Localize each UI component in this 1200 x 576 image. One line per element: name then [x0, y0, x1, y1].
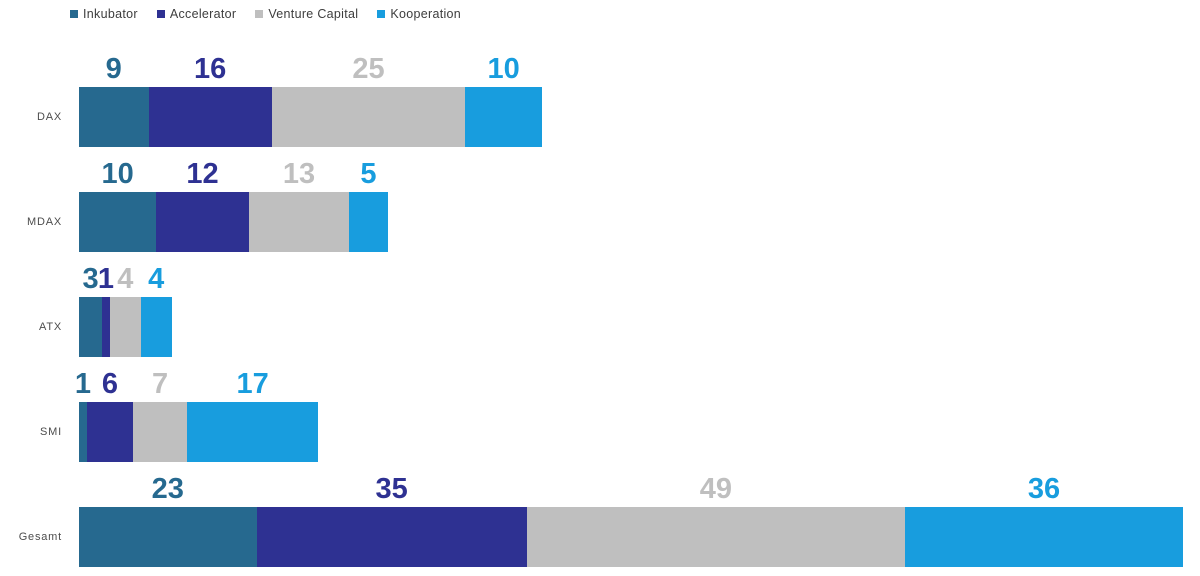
- data-labels-strip: 9 16 25 10: [0, 53, 1200, 87]
- data-label-accelerator: 12: [186, 158, 219, 190]
- data-labels-strip: 1 6 7 17: [0, 368, 1200, 402]
- bar-segment-accelerator: [256, 507, 527, 567]
- bar-segment-venture-capital: [109, 297, 141, 357]
- category-label: ATX: [39, 321, 62, 333]
- stacked-bar: [79, 87, 543, 147]
- data-label-venture-capital: 25: [352, 53, 385, 85]
- legend-swatch-icon: [255, 10, 264, 18]
- stacked-bar: [79, 402, 319, 462]
- category-label: DAX: [36, 111, 62, 123]
- chart-row-dax: DAX 9 16 25 10: [0, 53, 1200, 158]
- stacked-bar: [79, 192, 388, 252]
- bar-segment-kooperation: [186, 402, 319, 462]
- data-labels-strip: 23 35 49 36: [0, 473, 1200, 507]
- data-label-venture-capital: 7: [152, 368, 169, 400]
- legend-item-accelerator: Accelerator: [156, 7, 237, 21]
- category-label: Gesamt: [18, 531, 62, 543]
- category-label: MDAX: [27, 216, 62, 228]
- bar-segment-venture-capital: [248, 192, 350, 252]
- data-label-kooperation: 5: [360, 158, 377, 190]
- data-label-kooperation: 10: [487, 53, 520, 85]
- legend-swatch-icon: [377, 10, 386, 18]
- data-label-kooperation: 36: [1027, 473, 1061, 505]
- data-label-inkubator: 9: [105, 53, 122, 85]
- bar-segment-kooperation: [465, 87, 543, 147]
- data-label-accelerator: 1: [97, 263, 115, 295]
- chart-row-smi: SMI 1 6 7 17: [0, 368, 1200, 473]
- bar-segment-venture-capital: [526, 507, 906, 567]
- bar-segment-inkubator: [79, 192, 157, 252]
- bar-segment-accelerator: [156, 192, 249, 252]
- stacked-bar: [79, 507, 1183, 567]
- data-label-inkubator: 10: [101, 158, 134, 190]
- data-label-inkubator: 1: [74, 368, 91, 400]
- data-label-kooperation: 4: [148, 263, 165, 295]
- category-label: SMI: [40, 426, 62, 438]
- bar-segment-accelerator: [102, 297, 110, 357]
- legend-swatch-icon: [70, 10, 78, 18]
- chart-legend: Inkubator Accelerator Venture Capital Koope…: [70, 7, 461, 21]
- bar-segment-kooperation: [905, 507, 1183, 567]
- chart-row-gesamt: Gesamt 23 35 49 36: [0, 473, 1200, 576]
- bar-segment-inkubator: [79, 297, 103, 357]
- data-labels-strip: 10 12 13 5: [0, 158, 1200, 192]
- legend-item-inkubator: Inkubator: [70, 7, 138, 21]
- data-label-inkubator: 23: [151, 473, 184, 505]
- data-label-venture-capital: 4: [117, 263, 134, 295]
- legend-label: Inkubator: [83, 7, 138, 21]
- bar-segment-accelerator: [86, 402, 133, 462]
- legend-label: Accelerator: [169, 7, 237, 21]
- legend-label: Kooperation: [390, 7, 462, 21]
- chart-rows: DAX 9 16 25 10 MDAX 10 12 13 5 ATX 3 1 4 4 SMI 1 6 7 17 Gesa…: [0, 53, 1200, 576]
- bar-segment-accelerator: [148, 87, 272, 147]
- bar-segment-venture-capital: [272, 87, 465, 147]
- bar-segment-kooperation: [349, 192, 388, 252]
- chart-row-atx: ATX 3 1 4 4: [0, 263, 1200, 368]
- chart-row-mdax: MDAX 10 12 13 5: [0, 158, 1200, 263]
- bar-segment-inkubator: [79, 87, 149, 147]
- legend-item-venture-capital: Venture Capital: [255, 7, 358, 21]
- legend-label: Venture Capital: [268, 7, 359, 21]
- bar-segment-inkubator: [79, 402, 87, 462]
- data-label-venture-capital: 49: [699, 473, 733, 505]
- bar-segment-venture-capital: [132, 402, 187, 462]
- data-label-accelerator: 6: [101, 368, 118, 400]
- data-label-venture-capital: 13: [282, 158, 316, 190]
- legend-swatch-icon: [156, 10, 165, 18]
- data-label-inkubator: 3: [82, 263, 99, 295]
- legend-item-kooperation: Kooperation: [377, 7, 461, 21]
- data-label-kooperation: 17: [236, 368, 269, 400]
- stacked-bar: [79, 297, 172, 357]
- data-label-accelerator: 16: [194, 53, 227, 85]
- bar-segment-inkubator: [79, 507, 257, 567]
- bar-segment-kooperation: [140, 297, 172, 357]
- data-label-accelerator: 35: [375, 473, 408, 505]
